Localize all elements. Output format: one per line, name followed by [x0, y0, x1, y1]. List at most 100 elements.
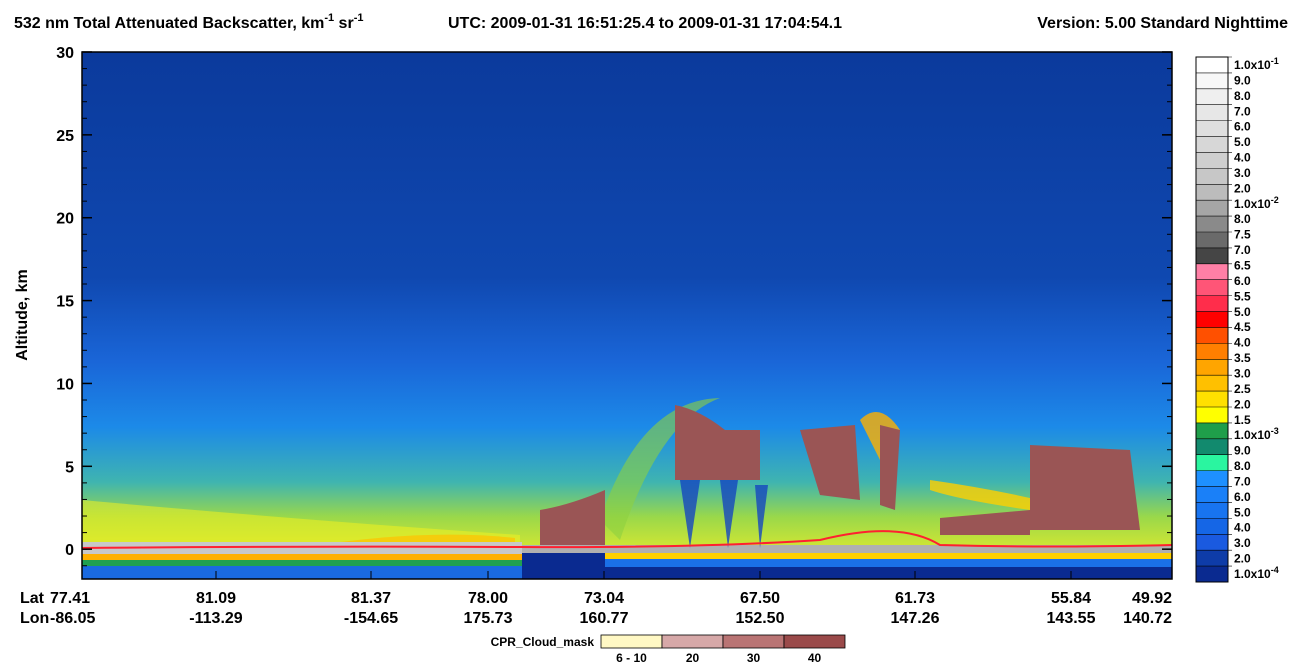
colorbar-segment: [1196, 518, 1228, 535]
colorbar-label-base: 1.0x10: [1234, 58, 1271, 72]
colorbar-label: 1.0x10-4: [1234, 565, 1279, 581]
lon-label: Lon: [20, 610, 49, 627]
colorbar-label-exp: -4: [1271, 565, 1279, 575]
colorbar-label: 1.5: [1234, 413, 1251, 427]
y-tick-label: 15: [56, 294, 74, 311]
colorbar-label: 7.0: [1234, 243, 1251, 257]
colorbar-label: 2.0: [1234, 181, 1251, 195]
colorbar-segment: [1196, 152, 1228, 169]
colorbar-segment: [1196, 566, 1228, 583]
y-axis-label: Altitude, km: [14, 269, 31, 361]
colorbar-segment: [1196, 279, 1228, 296]
colorbar-segment: [1196, 502, 1228, 519]
colorbar-label: 8.0: [1234, 459, 1251, 473]
colorbar-label-base: 1.0x10: [1234, 197, 1271, 211]
y-tick-label: 20: [56, 211, 74, 228]
colorbar-label: 3.5: [1234, 351, 1251, 365]
colorbar-label: 8.0: [1234, 212, 1251, 226]
colorbar-segment: [1196, 216, 1228, 233]
lon-tick-label: -86.05: [50, 610, 95, 627]
colorbar-segment: [1196, 486, 1228, 503]
colorbar-label: 6.5: [1234, 259, 1251, 273]
cloud-mask-swatch: [722, 634, 785, 649]
colorbar-label: 3.0: [1234, 166, 1251, 180]
colorbar-label: 7.0: [1234, 474, 1251, 488]
lat-tick-label: 55.84: [1051, 590, 1091, 607]
colorbar-segment: [1196, 168, 1228, 185]
colorbar-label: 2.5: [1234, 382, 1251, 396]
lon-tick-label: 143.55: [1047, 610, 1096, 627]
colorbar-segment: [1196, 57, 1228, 74]
colorbar-segment: [1196, 88, 1228, 106]
cloud-mask-tick-label: 20: [686, 651, 700, 665]
colorbar-segment: [1196, 295, 1228, 312]
colorbar-label-exp: -3: [1271, 426, 1279, 436]
colorbar-label: 8.0: [1234, 89, 1251, 103]
colorbar-label: 9.0: [1234, 444, 1251, 458]
lat-tick-label: 81.37: [351, 590, 391, 607]
colorbar-segment: [1196, 438, 1228, 456]
lon-tick-label: -113.29: [189, 610, 242, 627]
lat-tick-label: 81.09: [196, 590, 236, 607]
cloud-mask-label: CPR_Cloud_mask: [491, 635, 595, 649]
lon-tick-label: -154.65: [344, 610, 398, 627]
lat-label: Lat: [20, 590, 45, 607]
colorbar-label: 2.0: [1234, 397, 1251, 411]
colorbar-segment: [1196, 422, 1228, 440]
colorbar-segment: [1196, 247, 1228, 265]
plot-frame: [81, 51, 1173, 580]
y-tick-label: 5: [65, 459, 74, 476]
colorbar-segment: [1196, 311, 1228, 328]
colorbar-label: 7.5: [1234, 228, 1251, 242]
colorbar-label: 4.5: [1234, 320, 1251, 334]
colorbar-segment: [1196, 454, 1228, 471]
lat-tick-label: 67.50: [740, 590, 780, 607]
colorbar-segment: [1196, 72, 1228, 90]
curtain: [82, 52, 1172, 579]
colorbar-segment: [1196, 359, 1228, 376]
colorbar-label: 2.0: [1234, 552, 1251, 566]
cloud-mask-tick-label: 30: [747, 651, 761, 665]
colorbar-label: 6.0: [1234, 490, 1251, 504]
colorbar-frame: [1195, 56, 1229, 583]
colorbar-label: 6.0: [1234, 120, 1251, 134]
colorbar-segment: [1196, 136, 1228, 153]
version: Version: 5.00 Standard Nighttime: [1037, 15, 1288, 32]
colorbar-label: 1.0x10-3: [1234, 426, 1279, 442]
y-tick-label: 0: [65, 542, 74, 559]
lon-tick-label: 147.26: [891, 610, 940, 627]
colorbar-segment: [1196, 343, 1228, 360]
colorbar-label: 9.0: [1234, 73, 1251, 87]
lat-tick-label: 61.73: [895, 590, 935, 607]
colorbar-label-exp: -1: [1271, 56, 1279, 66]
colorbar-label: 6.0: [1234, 274, 1251, 288]
time-range: UTC: 2009-01-31 16:51:25.4 to 2009-01-31…: [448, 15, 842, 32]
colorbar-segment: [1196, 200, 1228, 217]
colorbar-segment: [1196, 534, 1228, 551]
colorbar-segment: [1196, 327, 1228, 344]
lon-tick-label: 160.77: [580, 610, 629, 627]
lon-tick-label: 140.72: [1123, 610, 1172, 627]
colorbar-segment: [1196, 375, 1228, 392]
lat-tick-label: 77.41: [50, 590, 90, 607]
colorbar-label: 5.5: [1234, 289, 1251, 303]
lat-tick-label: 49.92: [1132, 590, 1172, 607]
colorbar-label: 7.0: [1234, 104, 1251, 118]
colorbar-label: 3.0: [1234, 366, 1251, 380]
lat-tick-label: 73.04: [584, 590, 624, 607]
cloud-mask-swatch: [600, 634, 663, 649]
colorbar-segment: [1196, 184, 1228, 201]
colorbar-label: 3.0: [1234, 536, 1251, 550]
lon-tick-label: 175.73: [464, 610, 513, 627]
y-tick-label: 10: [56, 376, 74, 393]
colorbar-segment: [1196, 550, 1228, 567]
colorbar-label: 4.0: [1234, 521, 1251, 535]
cloud-mask-tick-label: 40: [808, 651, 822, 665]
lat-tick-label: 78.00: [468, 590, 508, 607]
colorbar-segment: [1196, 120, 1228, 137]
colorbar-segment: [1196, 104, 1228, 121]
colorbar-label: 5.0: [1234, 305, 1251, 319]
colorbar-label: 1.0x10-1: [1234, 56, 1279, 72]
colorbar-label-base: 1.0x10: [1234, 567, 1271, 581]
